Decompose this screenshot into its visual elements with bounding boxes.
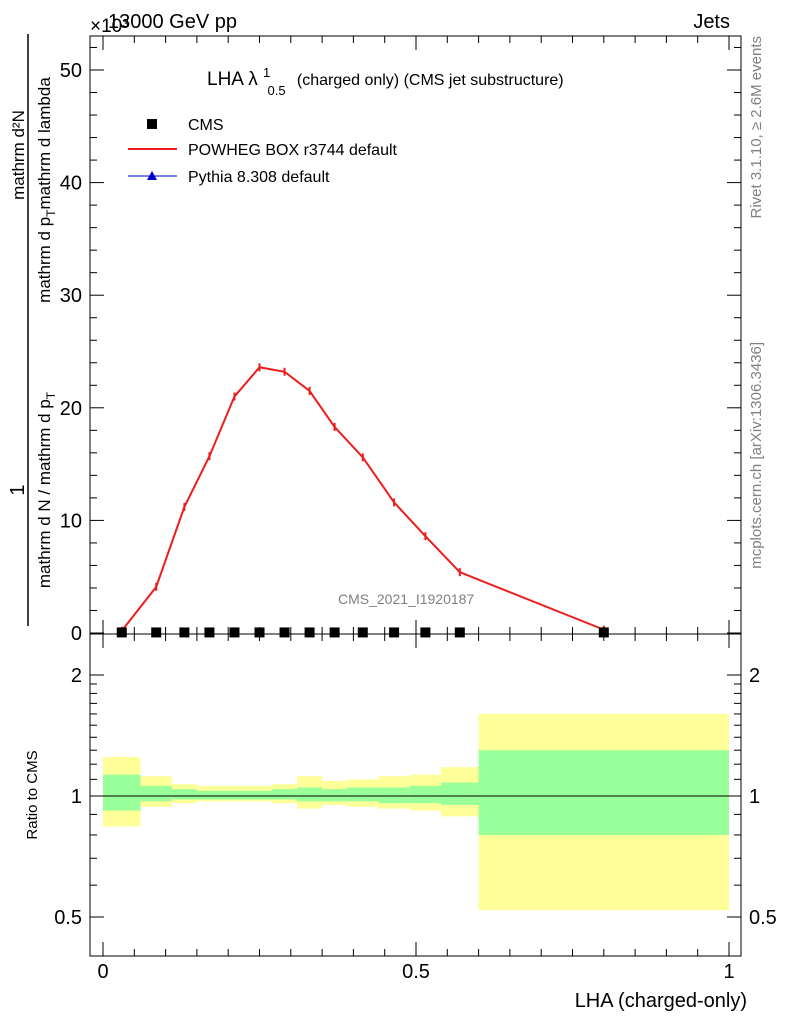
ratio-green-band [297,787,323,802]
ratio-xtick-label: 1 [723,961,734,983]
ratio-ytick-label-right: 1 [749,786,760,808]
ratio-plot-panel: 0.5 0.5 1 1 2 2 0 0.5 1 [54,633,777,983]
main-y-axis-label: 1 mathrm d N / mathrm d pT mathrm d²N ma… [7,34,58,626]
main-plot-panel: 0 10 20 30 40 50 LHA λ 1 0.5 (charged only) (… [60,35,742,645]
analysis-watermark: CMS_2021_I1920187 [338,591,474,607]
main-ytick-label: 0 [71,623,82,645]
ylabel-den-1: mathrm d N / mathrm d pT [35,391,58,588]
legend-marker-cms [147,119,157,129]
ratio-green-band [322,789,348,802]
ratio-ytick-label-left: 1 [71,786,82,808]
cms-data-point [151,627,162,638]
cms-data-point [389,627,400,638]
energy-label: 13000 GeV pp [108,11,237,33]
main-ytick-label: 50 [60,60,82,82]
legend-label-pythia: Pythia 8.308 default [188,169,330,186]
cms-data-point [229,627,240,638]
mcplots-label: mcplots.cern.ch [arXiv:1306.3436] [748,342,765,569]
ylabel-frac-den: mathrm d pTmathrm d lambda [35,77,58,303]
main-ytick-label: 20 [60,398,82,420]
x-axis-label: LHA (charged-only) [575,990,747,1012]
cms-data-point [116,627,127,638]
cms-data-point [204,627,215,638]
ratio-green-band [347,787,379,802]
ratio-green-band [441,782,479,805]
ratio-green-band [272,789,298,800]
cms-data-point [357,627,368,638]
ylabel-one: 1 [7,484,29,495]
main-ytick-label: 40 [60,173,82,195]
ratio-green-band [103,774,141,811]
ratio-green-band [409,785,442,804]
chart-title: LHA λ 1 0.5 (charged only) (CMS jet subs… [207,61,564,100]
legend-label-powheg: POWHEG BOX r3744 default [188,142,398,159]
rivet-label: Rivet 3.1.10, ≥ 2.6M events [748,36,765,219]
ratio-green-band [196,790,222,800]
main-ytick-label: 10 [60,510,82,532]
ylabel-frac-num: mathrm d²N [9,110,28,200]
series-line-powheg [120,366,605,632]
ratio-ytick-label-right: 2 [749,665,760,687]
ratio-ytick-label-left: 2 [71,665,82,687]
ratio-xtick-label: 0.5 [402,961,430,983]
ratio-ytick-label-left: 0.5 [54,907,82,929]
ratio-green-band [478,750,729,835]
cms-data-point [329,627,340,638]
ratio-green-band [140,785,172,802]
ratio-green-band [171,789,197,800]
process-label: Jets [693,11,730,33]
ratio-ytick-label-right: 0.5 [749,907,777,929]
ratio-green-band [221,790,247,800]
legend-marker-pythia [147,171,157,180]
cms-data-point [304,627,315,638]
cms-data-point [454,627,465,638]
exponent-label: ×10³ [90,16,129,37]
legend-label-cms: CMS [188,117,224,134]
ratio-y-axis-label: Ratio to CMS [24,750,41,839]
ratio-green-band [378,787,410,804]
legend: CMS POWHEG BOX r3744 default Pythia 8.30… [128,117,398,186]
cms-data-point [179,627,190,638]
cms-data-point [279,627,290,638]
cms-data-point [420,627,431,638]
ratio-xtick-label: 0 [97,961,108,983]
main-ytick-label: 30 [60,285,82,307]
ratio-green-band [246,790,273,800]
